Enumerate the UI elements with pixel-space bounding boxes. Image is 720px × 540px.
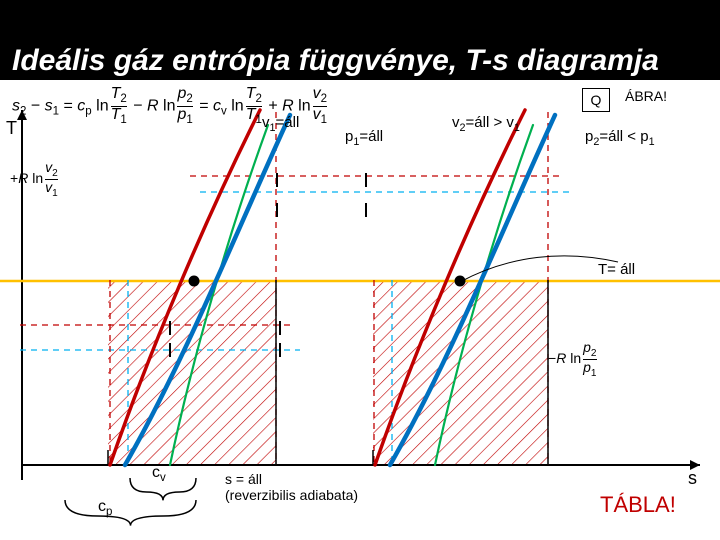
x-axis-label: s bbox=[688, 468, 697, 489]
label-p1: p1=áll bbox=[345, 128, 383, 148]
state-point-1 bbox=[455, 276, 466, 287]
state-point-0 bbox=[189, 276, 200, 287]
label-Teq: T= áll bbox=[598, 261, 635, 278]
brace-cp bbox=[65, 500, 196, 526]
legend-q: Q bbox=[582, 88, 610, 112]
formula-main: s2 − s1 = cp lnT2T1 − R lnp2p1 = cv lnT2… bbox=[12, 86, 329, 126]
label-v2: v2=áll > v1 bbox=[452, 114, 520, 134]
formula-rlnv: +R lnv2v1 bbox=[10, 160, 60, 199]
label-p2: p2=áll < p1 bbox=[585, 128, 655, 148]
label-tab: TÁBLA! bbox=[600, 492, 676, 518]
legend-q-text: Q bbox=[591, 92, 602, 108]
formula-rlnp: −R lnp2p1 bbox=[548, 340, 599, 379]
hatched-area-1 bbox=[373, 280, 548, 465]
label-abra: ÁBRA! bbox=[625, 88, 667, 104]
label-cv: cv bbox=[152, 464, 166, 484]
label-cp: cp bbox=[98, 498, 112, 518]
label-sall: s = áll(reverzibilis adiabata) bbox=[225, 471, 358, 503]
